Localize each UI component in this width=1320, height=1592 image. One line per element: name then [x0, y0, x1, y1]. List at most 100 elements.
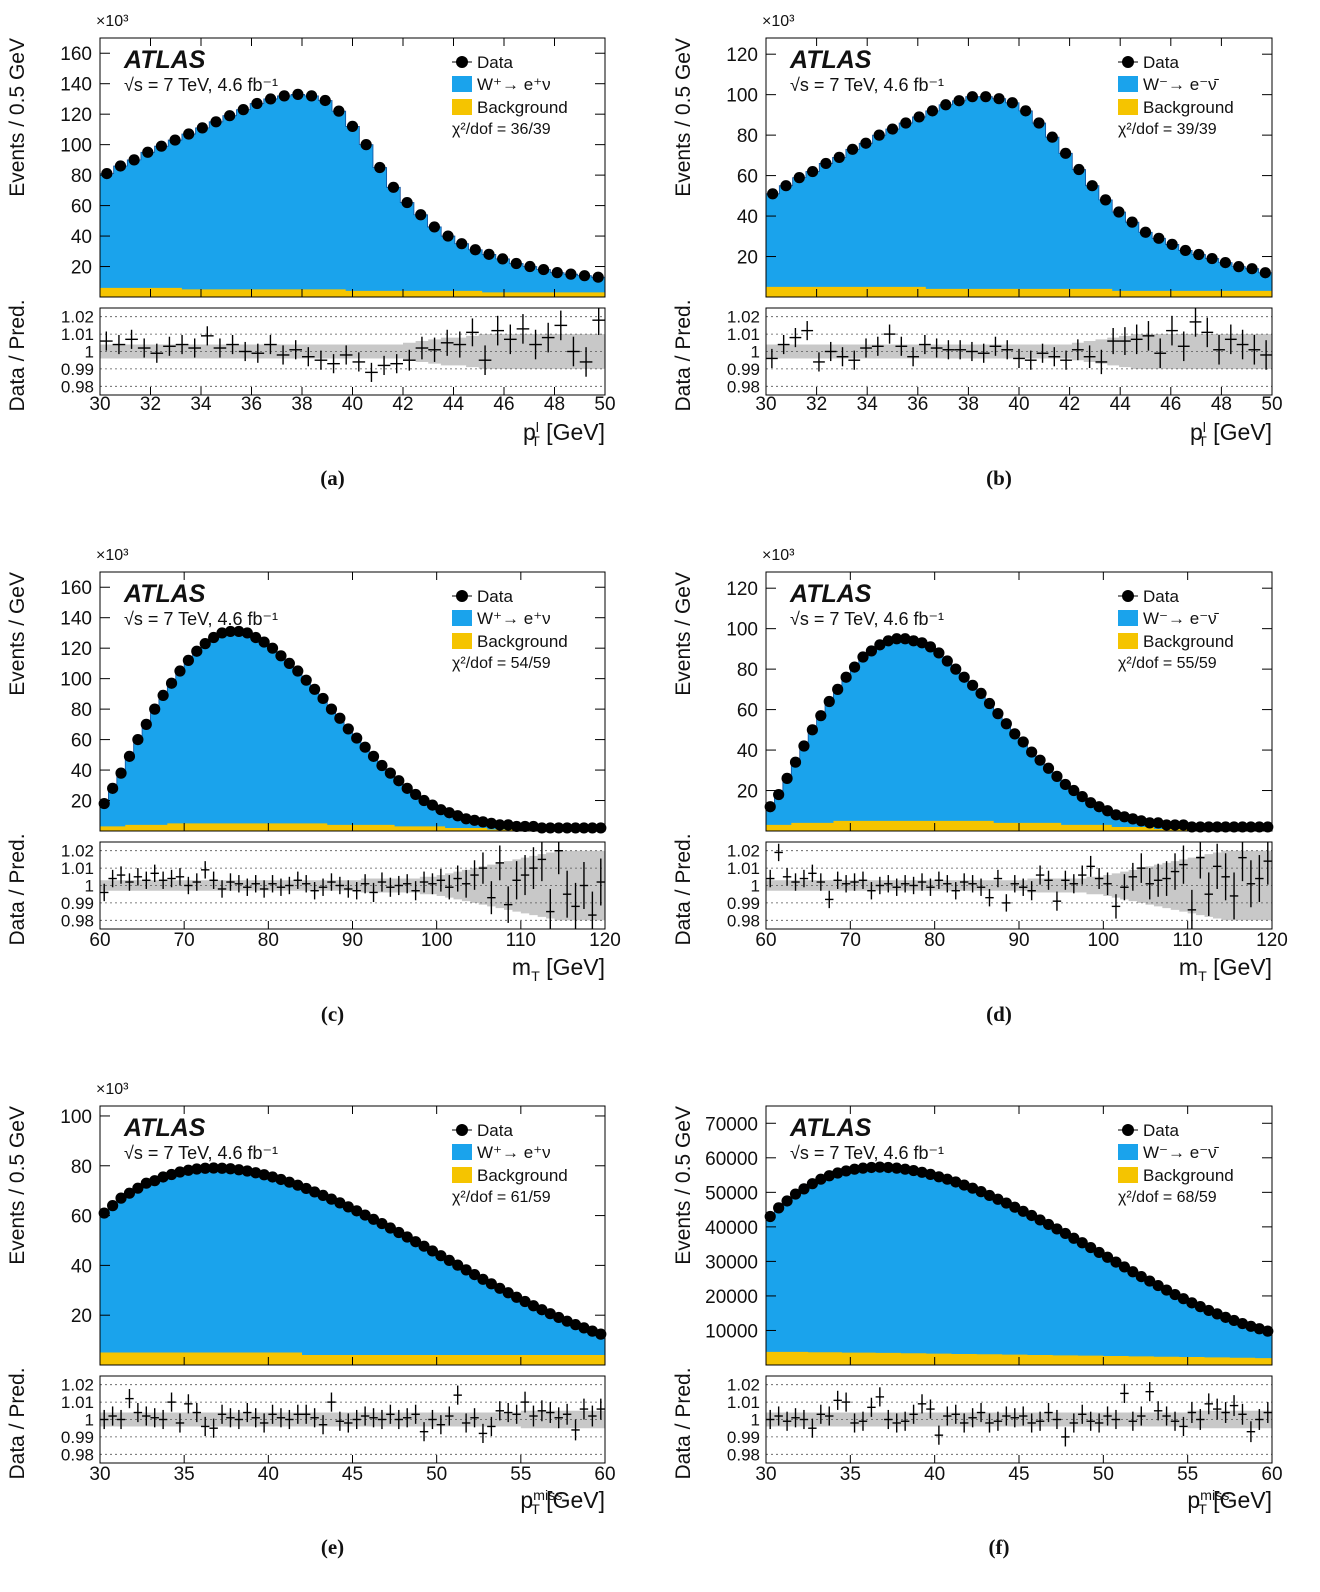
data-point: [1144, 1275, 1156, 1287]
x-tick-label: 50: [1093, 1464, 1114, 1485]
x-tick-label: 36: [907, 394, 928, 415]
y-exponent-label: ×10³: [96, 13, 129, 30]
data-point: [387, 181, 400, 193]
data-point: [833, 151, 845, 163]
x-tick-label: 40: [924, 1464, 945, 1485]
ratio-y-axis-label: Data / Pred.: [672, 299, 695, 411]
data-point: [191, 1163, 203, 1175]
legend-background-swatch: [452, 633, 472, 649]
data-point: [275, 650, 287, 662]
experiment-label: ATLAS: [789, 580, 872, 608]
data-point: [216, 1162, 228, 1174]
data-point: [511, 1291, 523, 1303]
x-tick-label: 38: [291, 394, 312, 415]
ratio-tick-label: 1.01: [61, 1393, 94, 1412]
ratio-tick-label: 1: [751, 877, 760, 896]
chi2-label: χ²/dof = 54/59: [452, 655, 551, 672]
data-point: [182, 654, 194, 666]
data-point: [798, 1183, 810, 1195]
legend-data-label: Data: [1143, 53, 1179, 72]
data-point: [374, 161, 386, 174]
y-tick-label: 60: [737, 701, 758, 722]
data-point: [351, 732, 363, 744]
data-point: [551, 267, 563, 279]
data-point: [806, 724, 818, 736]
data-point: [460, 813, 472, 825]
data-point: [874, 1161, 886, 1173]
data-point: [224, 625, 237, 638]
experiment-label: ATLAS: [123, 46, 206, 74]
data-point: [1245, 1320, 1257, 1332]
data-point: [216, 627, 228, 639]
y-axis-label: Events / GeV: [672, 572, 695, 696]
x-tick-label: 44: [1110, 394, 1132, 415]
data-point: [1246, 263, 1258, 275]
ratio-tick-label: 1.02: [61, 1376, 94, 1395]
legend-signal-swatch: [1118, 1144, 1138, 1160]
data-point: [384, 1222, 396, 1234]
data-point: [823, 695, 835, 708]
data-point: [1153, 232, 1165, 244]
y-tick-label: 100: [726, 620, 758, 641]
data-point: [941, 1173, 953, 1185]
data-point: [916, 637, 928, 649]
data-point: [165, 677, 178, 689]
data-point: [241, 627, 253, 639]
data-point: [907, 1164, 920, 1177]
x-tick-label: 60: [89, 930, 110, 951]
data-point: [1186, 1297, 1198, 1309]
data-point: [926, 105, 939, 117]
legend-signal-label: W⁻→ e⁻ν̄: [1143, 609, 1220, 628]
y-tick-label: 120: [726, 45, 758, 66]
data-point: [586, 1325, 598, 1337]
x-tick-label: 46: [493, 394, 514, 415]
data-point: [351, 1205, 363, 1217]
data-point: [199, 1162, 211, 1174]
legend-data-label: Data: [477, 53, 513, 72]
data-point: [1203, 1304, 1215, 1317]
data-point: [815, 1173, 827, 1185]
ratio-tick-label: 1.01: [61, 859, 94, 878]
data-point: [123, 750, 136, 762]
y-tick-label: 40: [737, 741, 758, 762]
ratio-tick-label: 1: [751, 343, 760, 362]
data-point: [199, 638, 211, 650]
legend-data-label: Data: [477, 1121, 513, 1140]
data-point: [292, 665, 304, 677]
ratio-tick-label: 1.02: [727, 842, 760, 861]
x-axis-label: pl T [GeV]: [523, 419, 605, 450]
data-point: [142, 146, 154, 158]
x-tick-label: 90: [1008, 930, 1029, 951]
y-tick-label: 160: [60, 44, 92, 65]
data-point: [1026, 1209, 1038, 1222]
data-point: [767, 188, 779, 200]
y-exponent-label: ×10³: [96, 1081, 129, 1098]
x-tick-label: 55: [1177, 1464, 1198, 1485]
data-point: [1073, 163, 1085, 176]
data-point: [940, 99, 952, 111]
data-point: [1059, 778, 1071, 791]
ratio-tick-label: 1: [85, 1411, 94, 1430]
data-point: [857, 1162, 869, 1174]
energy-label: √s = 7 TeV, 4.6 fb⁻¹: [124, 75, 278, 95]
data-point: [865, 645, 878, 657]
data-point: [815, 710, 827, 722]
data-point: [359, 741, 371, 753]
x-tick-label: 30: [755, 394, 776, 415]
data-point: [346, 120, 359, 132]
data-point: [592, 271, 604, 283]
data-point: [1042, 762, 1055, 774]
data-point: [524, 260, 536, 273]
legend-signal-label: W⁺→ e⁺ν: [477, 1143, 551, 1162]
ratio-tick-label: 0.99: [61, 360, 94, 379]
data-point: [900, 117, 912, 129]
data-point: [485, 1278, 497, 1290]
data-point: [443, 807, 455, 819]
ratio-tick-label: 0.99: [727, 360, 760, 379]
x-tick-label: 40: [1008, 394, 1029, 415]
data-point: [497, 253, 509, 265]
data-point: [1228, 1314, 1240, 1327]
data-point: [975, 1186, 987, 1198]
ratio-tick-label: 1.02: [727, 308, 760, 327]
